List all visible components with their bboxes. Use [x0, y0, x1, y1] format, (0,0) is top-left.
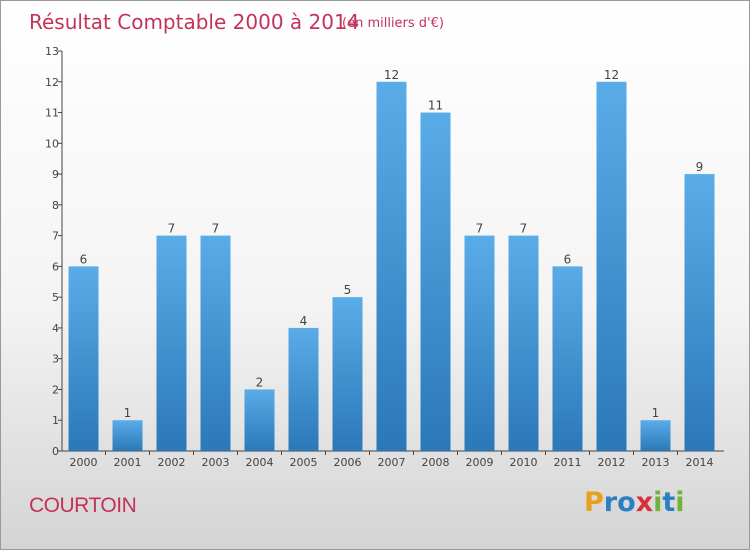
bar-2005 — [288, 327, 319, 451]
x-tick-label: 2014 — [686, 456, 714, 469]
chart-subtitle: (en milliers d'€) — [342, 16, 444, 31]
x-tick-label: 2006 — [334, 456, 362, 469]
bar-2010 — [508, 235, 539, 451]
data-label-2014: 9 — [696, 160, 704, 174]
x-tick-label: 2012 — [598, 456, 626, 469]
data-label-2013: 1 — [652, 406, 660, 420]
data-label-2007: 12 — [384, 68, 399, 82]
bar-2013 — [640, 420, 671, 451]
chart-title: Résultat Comptable 2000 à 2014 — [29, 10, 359, 34]
y-tick-label: 9 — [52, 168, 59, 181]
y-tick-label: 7 — [52, 230, 59, 243]
y-tick-label: 1 — [52, 414, 59, 427]
x-tick-label: 2004 — [246, 456, 274, 469]
data-label-2001: 1 — [124, 406, 132, 420]
y-tick-label: 5 — [52, 291, 59, 304]
y-tick-label: 11 — [45, 107, 59, 120]
data-label-2003: 7 — [212, 222, 220, 236]
data-label-2000: 6 — [80, 252, 88, 266]
y-tick-label: 4 — [52, 322, 59, 335]
y-tick-label: 10 — [45, 137, 59, 150]
x-tick-label: 2011 — [554, 456, 582, 469]
x-tick-label: 2005 — [290, 456, 318, 469]
data-label-2011: 6 — [564, 252, 572, 266]
y-tick-label: 0 — [52, 445, 59, 458]
logo-letter: t — [662, 487, 676, 518]
x-tick-label: 2000 — [70, 456, 98, 469]
bar-2012 — [596, 81, 627, 452]
bar-2003 — [200, 235, 231, 451]
data-label-2002: 7 — [168, 222, 176, 236]
data-label-2009: 7 — [476, 222, 484, 236]
logo-letter: P — [584, 487, 604, 518]
bar-2001 — [112, 420, 143, 451]
y-tick-label: 2 — [52, 383, 59, 396]
bar-2002 — [156, 235, 187, 451]
bar-2000 — [68, 266, 99, 451]
logo-letter: r — [603, 487, 618, 518]
data-label-2005: 4 — [300, 314, 308, 328]
x-axis: 2000 2001 2002 2003 2004 2005 2006 2007 2008 2009… — [62, 450, 724, 469]
x-tick-label: 2009 — [466, 456, 494, 469]
logo-letter: i — [675, 487, 685, 518]
bar-2006 — [332, 297, 363, 451]
commune-name: COURTOIN — [29, 494, 137, 517]
y-tick-label: 3 — [52, 353, 59, 366]
proxiti-logo[interactable]: Proxiti — [584, 487, 685, 518]
logo-letter: i — [653, 487, 663, 518]
y-tick-label: 6 — [52, 260, 59, 273]
bar-2008 — [420, 112, 451, 452]
data-label-2012: 12 — [604, 68, 619, 82]
bars: 6 1 7 7 2 4 5 12 11 7 7 6 12 1 9 — [68, 68, 715, 452]
bar-2007 — [376, 81, 407, 452]
data-label-2008: 11 — [428, 99, 443, 113]
y-tick-label: 12 — [45, 76, 59, 89]
bar-2011 — [552, 266, 583, 451]
x-tick-label: 2010 — [510, 456, 538, 469]
x-tick-label: 2002 — [158, 456, 186, 469]
logo-letter: o — [617, 487, 636, 518]
x-tick-label: 2007 — [378, 456, 406, 469]
x-tick-label: 2003 — [202, 456, 230, 469]
bar-2014 — [684, 174, 715, 452]
logo-letter: x — [635, 487, 654, 518]
x-tick-label: 2008 — [422, 456, 450, 469]
data-label-2006: 5 — [344, 283, 352, 297]
x-tick-label: 2013 — [642, 456, 670, 469]
y-tick-label: 13 — [45, 45, 59, 58]
bar-2009 — [464, 235, 495, 451]
x-tick-label: 2001 — [114, 456, 142, 469]
y-tick-label: 8 — [52, 199, 59, 212]
bar-2004 — [244, 389, 275, 451]
data-label-2010: 7 — [520, 222, 528, 236]
data-label-2004: 2 — [256, 375, 264, 389]
